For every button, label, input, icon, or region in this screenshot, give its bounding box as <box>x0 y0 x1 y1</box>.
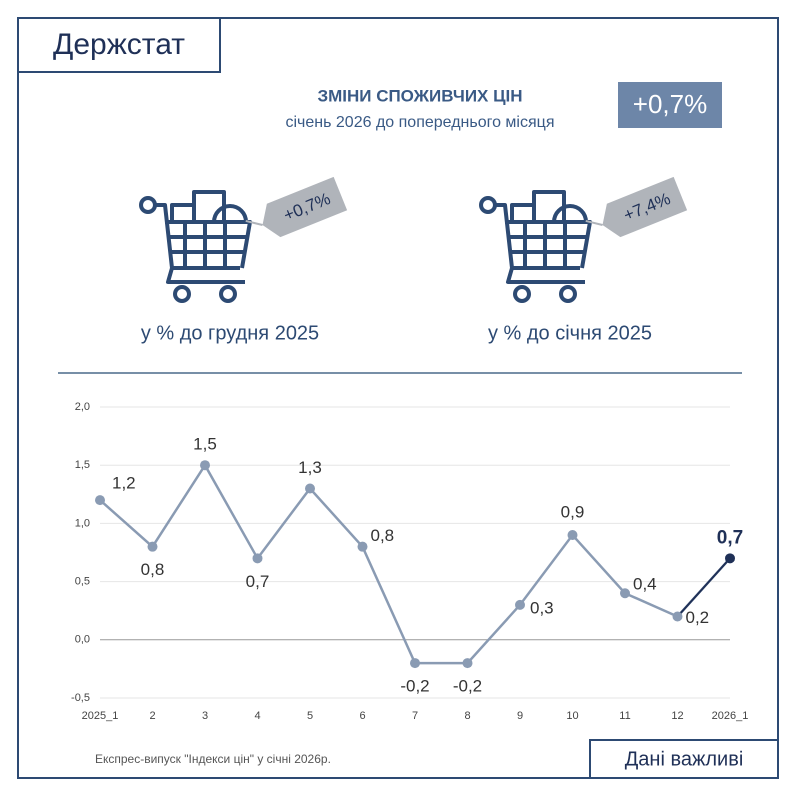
logo-box <box>17 17 221 73</box>
point <box>410 658 420 669</box>
value-label: 0,9 <box>561 503 585 522</box>
caption: у % до січня 2025 <box>488 322 652 344</box>
caption: у % до грудня 2025 <box>141 322 319 344</box>
line <box>99 462 731 665</box>
value-label: -0,2 <box>400 677 429 696</box>
button[interactable] <box>589 739 779 779</box>
point <box>200 460 210 471</box>
source: Експрес-випуск "Індекси цін" у січні 202… <box>95 752 331 766</box>
cart-icon <box>139 190 252 303</box>
y-tick-label: 1,5 <box>75 459 90 471</box>
button-text[interactable]: Дані важливі <box>625 748 744 770</box>
point <box>620 588 630 599</box>
point <box>95 495 105 506</box>
point <box>567 530 578 541</box>
title: ЗМІНИ СПОЖИВЧИХ ЦІН <box>317 86 522 105</box>
y-tick-label: 1,0 <box>75 517 90 529</box>
x-tick-label: 2 <box>149 710 155 722</box>
value-label: 0,2 <box>686 608 710 627</box>
tag-shape <box>262 176 348 238</box>
x-tick-label: 8 <box>464 710 470 722</box>
logo: Держстат <box>53 28 185 61</box>
x-tick-label: 12 <box>671 710 683 722</box>
point <box>357 541 368 552</box>
x-tick-label: 3 <box>202 710 208 722</box>
y-tick-label: 2,0 <box>75 401 90 413</box>
x-tick-label: 2025_1 <box>82 710 119 722</box>
point <box>515 599 525 610</box>
value-label: 0,7 <box>717 527 743 548</box>
frame <box>17 17 779 779</box>
x-tick-label: 4 <box>254 710 260 722</box>
value-label: 0,4 <box>633 575 657 594</box>
value-label: -0,2 <box>453 677 482 696</box>
y-tick-label: 0,5 <box>75 576 90 588</box>
value-label: 1,5 <box>193 435 217 454</box>
subtitle: січень 2026 до попереднього місяця <box>286 114 555 131</box>
x-tick-label: 7 <box>412 710 418 722</box>
badge-text: +0,7% <box>633 89 707 119</box>
tag-string <box>585 219 603 226</box>
value-label: 1,3 <box>298 458 322 477</box>
value-label: 0,7 <box>246 572 270 591</box>
highlight-segment <box>676 557 731 618</box>
tag-string <box>245 219 263 226</box>
x-tick-label: 2026_1 <box>712 710 749 722</box>
line-chart: -0,5 0,0 0,5 1,0 1,5 2,0 2025_1 2 3 4 5 6 7 8 9 10 11 12 2… <box>71 401 748 722</box>
price-tag: +7,4% <box>585 176 688 238</box>
x-tick-label: 9 <box>517 710 523 722</box>
value-label: 1,2 <box>112 474 136 493</box>
x-tick-label: 10 <box>566 710 578 722</box>
tag-shape <box>602 176 688 238</box>
value-label: 0,3 <box>530 598 554 617</box>
value-label: 0,8 <box>371 526 395 545</box>
point <box>305 483 315 494</box>
cart-icon <box>479 190 592 303</box>
point <box>252 553 263 564</box>
value-label: 0,8 <box>141 560 165 579</box>
cart-group: +7,4% у % до січня 2025 <box>479 176 688 344</box>
point <box>725 553 735 564</box>
x-tick-label: 6 <box>359 710 365 722</box>
point <box>147 541 158 552</box>
y-tick-label: 0,0 <box>75 634 90 646</box>
price-tag: +0,7% <box>245 176 348 238</box>
y-tick-label: -0,5 <box>71 692 90 704</box>
x-tick-label: 5 <box>307 710 313 722</box>
badge <box>618 82 722 128</box>
point <box>672 611 683 622</box>
cart-group: +0,7% у % до грудня 2025 <box>139 176 348 344</box>
point <box>462 658 473 669</box>
x-tick-label: 11 <box>619 710 630 722</box>
